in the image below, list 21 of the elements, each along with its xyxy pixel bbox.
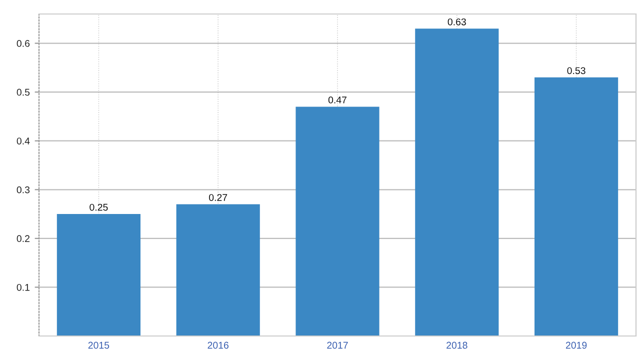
data-label: 0.27	[209, 194, 228, 201]
data-label: 0.25	[90, 204, 108, 211]
x-tick-label: 2019	[566, 342, 587, 349]
bar	[176, 204, 260, 336]
y-tick-label: 0.4	[16, 138, 30, 144]
y-tick-label: 0.1	[16, 284, 30, 291]
bar	[534, 77, 618, 336]
data-label: 0.47	[328, 96, 346, 104]
y-tick-label: 0.6	[16, 40, 30, 47]
x-tick-label: 2017	[327, 342, 348, 349]
x-tick-label: 2016	[208, 342, 228, 349]
data-label: 0.53	[567, 67, 586, 74]
y-tick-label: 0.3	[16, 186, 30, 194]
bar	[415, 28, 499, 336]
y-tick-label: 0.2	[16, 235, 30, 242]
data-label: 0.63	[448, 18, 466, 26]
x-tick-label: 2018	[446, 342, 468, 349]
y-tick-label: 0.5	[16, 88, 30, 96]
x-tick-label: 2015	[88, 342, 110, 349]
bar	[56, 214, 140, 336]
bar	[296, 106, 380, 336]
